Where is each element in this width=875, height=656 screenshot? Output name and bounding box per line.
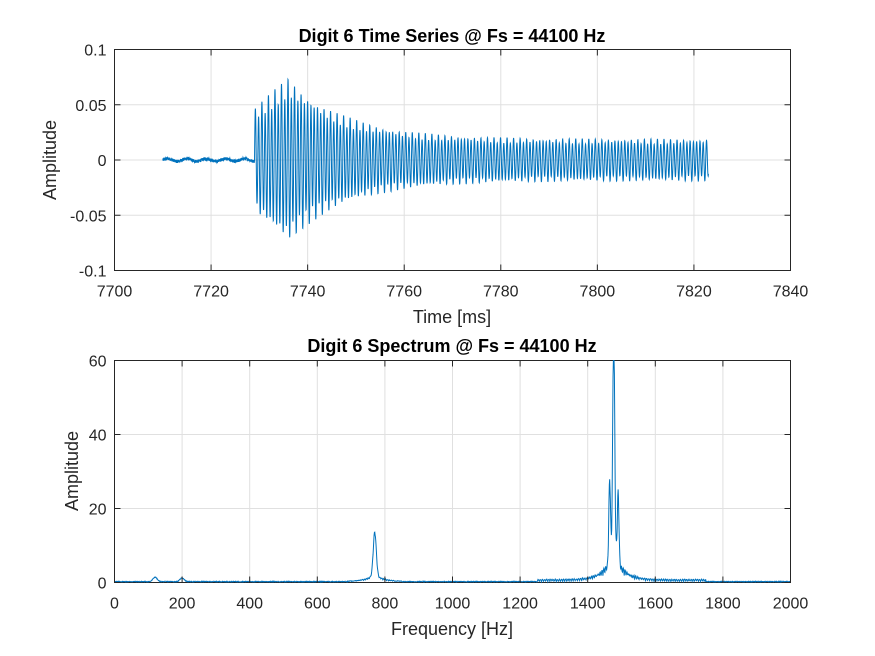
x-tick-label: 600 [304,596,331,613]
time-series-y-ticks: -0.1 -0.05 0 0.05 0.1 [70,43,791,281]
spectrum-axes: 0 200 400 600 800 1000 1200 1400 1600 1800 2000 0 2… [62,336,808,639]
time-series-x-label: Time [ms] [413,307,491,327]
x-tick-label: 2000 [773,596,809,613]
time-series-y-label: Amplitude [40,120,60,200]
time-series-axes: 7700 7720 7740 7760 7780 7800 7820 7840 -0.1-0.… [40,26,808,327]
y-tick-label: 0.05 [75,98,106,115]
y-tick-label: 40 [89,428,107,445]
time-series-x-ticks: 7700 7720 7740 7760 7780 7800 7820 7840 [97,49,809,301]
spectrum-grid [114,360,791,583]
time-series-title: Digit 6 Time Series @ Fs = 44100 Hz [299,26,606,46]
y-tick-label: 0 [98,576,107,593]
x-tick-label: 1000 [435,596,471,613]
x-tick-label: 1800 [705,596,741,613]
x-tick-label: 800 [372,596,399,613]
x-tick-label: 7760 [386,284,422,301]
y-tick-label: 0 [98,153,107,170]
x-tick-label: 7700 [97,284,133,301]
spectrum-y-label: Amplitude [62,431,82,511]
x-tick-label: 7780 [483,284,519,301]
spectrum-x-label: Frequency [Hz] [391,619,513,639]
x-tick-label: 7740 [290,284,326,301]
x-tick-label: 1400 [570,596,606,613]
y-tick-label: 60 [89,354,107,371]
y-tick-label: 0.1 [84,43,106,60]
x-tick-label: 200 [169,596,196,613]
x-tick-label: 7820 [676,284,712,301]
x-tick-label: 7720 [193,284,229,301]
y-tick-label: -0.05 [70,208,107,225]
x-tick-label: 1600 [638,596,674,613]
time-series-line [162,77,709,238]
x-tick-label: 7840 [773,284,809,301]
y-tick-label: -0.1 [79,264,107,281]
spectrum-x-ticks: 0 200 400 600 800 1000 1200 1400 1600 1800 2000 [110,360,809,613]
x-tick-label: 400 [236,596,263,613]
x-tick-label: 1200 [502,596,538,613]
spectrum-y-ticks: 0 20 40 60 [89,354,791,593]
x-tick-label: 7800 [580,284,616,301]
y-tick-label: 20 [89,502,107,519]
x-tick-label: 0 [110,596,119,613]
spectrum-title: Digit 6 Spectrum @ Fs = 44100 Hz [307,336,596,356]
